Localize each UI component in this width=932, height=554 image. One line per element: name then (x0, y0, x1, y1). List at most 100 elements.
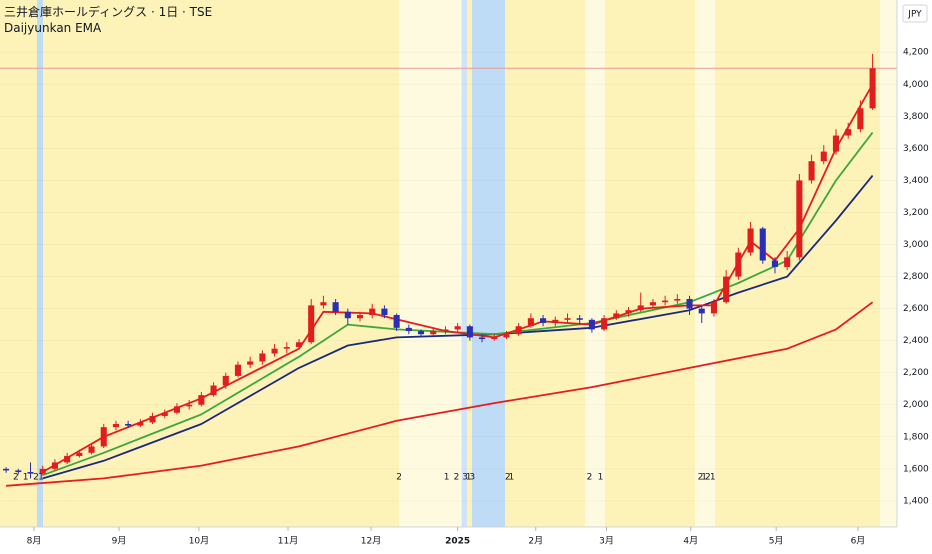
y-axis-area (897, 0, 932, 550)
candle-body (649, 302, 656, 306)
session-band (695, 0, 715, 527)
candle-body (137, 422, 144, 426)
candle-body (662, 300, 669, 303)
candle-body (503, 334, 510, 338)
y-tick-label: 1,400 (903, 496, 929, 506)
candles (3, 53, 876, 479)
candle-body (210, 385, 217, 396)
event-marker: 3 (462, 473, 468, 483)
event-marker: 2 (396, 473, 402, 483)
candle-body (613, 313, 620, 319)
candle-body (51, 462, 58, 469)
x-tick-label: 2月 (528, 536, 543, 547)
candle-body (479, 337, 486, 340)
candle-body (601, 318, 608, 330)
candle-body (759, 228, 766, 261)
candle-body (356, 315, 364, 319)
event-marker: 2 (33, 473, 39, 483)
y-tick-label: 3,600 (903, 144, 929, 154)
x-tick-label: 12月 (361, 536, 381, 547)
candle-body (552, 319, 559, 324)
event-marker: 1 (710, 473, 716, 483)
candle-body (100, 427, 107, 447)
y-tick-label: 2,600 (903, 304, 929, 314)
candle-body (332, 302, 339, 312)
candle-body (491, 337, 498, 340)
candle-body (344, 311, 351, 319)
event-marker: 2 (13, 473, 19, 483)
candle-body (588, 319, 595, 330)
candle-body (637, 305, 644, 311)
y-tick-label: 2,400 (903, 336, 929, 346)
candle-body (198, 395, 205, 405)
axes: 1,400 1,600 1,800 2,000 2,200 2,400 2,600 2,800… (27, 48, 929, 547)
candle-body (869, 68, 876, 109)
y-tick-label: 3,000 (903, 240, 929, 250)
x-tick-label: 2025 (445, 537, 470, 547)
x-tick-label: 4月 (683, 536, 698, 547)
candle-body (625, 310, 632, 314)
y-tick-label: 4,000 (903, 80, 929, 90)
candle-body (527, 318, 534, 327)
event-marker: 3 (469, 473, 475, 483)
candle-body (393, 315, 400, 328)
highlight-band (472, 0, 505, 527)
candle-body (247, 361, 254, 365)
candle-body (186, 404, 193, 407)
y-tick-label: 2,800 (903, 272, 929, 282)
session-band (399, 0, 461, 527)
x-tick-label: 11月 (278, 536, 298, 547)
candle-body (369, 308, 376, 316)
event-marker: 1 (23, 473, 29, 483)
chart-title: 三井倉庫ホールディングス · 1日 · TSE (4, 4, 212, 19)
x-tick-label: 5月 (769, 536, 784, 547)
ema-line (6, 301, 874, 487)
candle-body (405, 327, 412, 332)
candle-body (64, 456, 71, 463)
candle-body (88, 446, 95, 453)
highlight-band (37, 0, 43, 527)
candle-body (39, 468, 46, 474)
candle-body (454, 326, 461, 330)
x-tick-label: 3月 (599, 536, 614, 547)
candle-body (430, 331, 437, 335)
y-tick-label: 4,200 (903, 48, 929, 58)
y-tick-label: 2,200 (903, 368, 929, 378)
session-band (585, 0, 605, 527)
y-unit: JPY (907, 10, 922, 20)
y-tick-label: 3,800 (903, 112, 929, 122)
candle-body (27, 472, 34, 474)
candle-body (442, 329, 449, 332)
candle-body (259, 353, 266, 362)
event-marker: 2 (587, 473, 593, 483)
candle-body (308, 305, 315, 343)
candle-body (808, 161, 815, 181)
event-marker: 1 (598, 473, 604, 483)
x-tick-label: 6月 (851, 536, 866, 547)
event-marker: 1 (466, 473, 472, 483)
candle-body (295, 342, 303, 348)
markers: 2 1 2 1 2 1 2 313 21 2 1 212 1 (13, 473, 716, 483)
candle-body (674, 298, 681, 301)
candle-body (320, 302, 327, 306)
candle-body (76, 452, 83, 457)
candle-body (735, 252, 742, 277)
y-tick-label: 1,800 (903, 432, 929, 442)
x-axis-area (0, 527, 897, 550)
candle-body (381, 308, 388, 316)
candle-body (466, 326, 473, 338)
candle-body (3, 468, 10, 471)
x-tick-label: 8月 (27, 536, 42, 547)
candle-body (576, 318, 583, 320)
candle-body (234, 364, 242, 376)
unit-box (902, 4, 928, 23)
y-tick-label: 3,400 (903, 176, 929, 186)
candle-body (686, 298, 693, 309)
event-marker: 1 (701, 473, 707, 483)
highlight-band (462, 0, 467, 527)
candle-body (564, 318, 571, 320)
event-marker: 2 (505, 473, 511, 483)
y-tick-label: 2,000 (903, 400, 929, 410)
event-marker: 1 (444, 473, 450, 483)
candle-body (149, 415, 156, 423)
